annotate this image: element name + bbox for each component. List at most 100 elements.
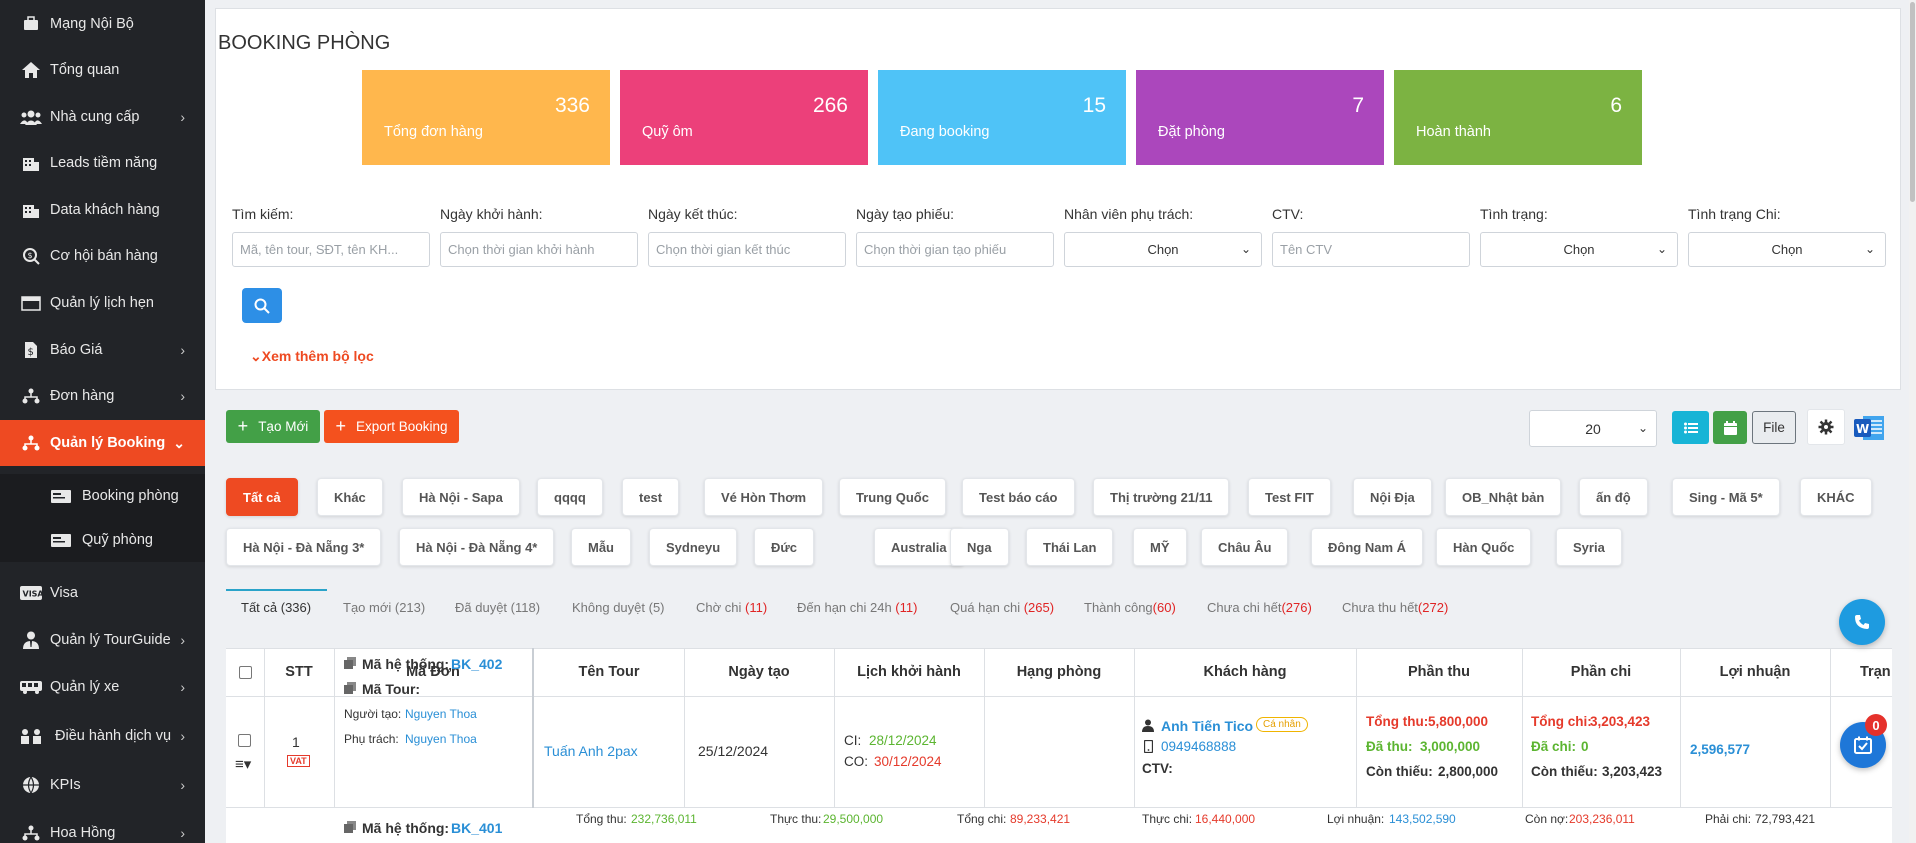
sys-code-link[interactable]: BK_401 [451, 820, 503, 836]
call-button[interactable] [1839, 599, 1885, 645]
category-chip[interactable]: KHÁC [1800, 478, 1872, 516]
status-tab[interactable]: Chờ chi (11) [696, 600, 767, 615]
category-chip[interactable]: Sing - Mã 5* [1672, 478, 1780, 516]
sidebar-item-quan-ly-booking[interactable]: Quản lý Booking ⌄ [0, 420, 205, 466]
sidebar-item-kpis[interactable]: KPIs › [0, 762, 205, 808]
category-chip[interactable]: Sydneyu [649, 528, 738, 566]
more-filters-link[interactable]: ⌄Xem thêm bộ lọc [250, 348, 374, 365]
sidebar-item-quan-ly-xe[interactable]: Quản lý xe › [0, 664, 205, 710]
sidebar-subitem-booking-phong[interactable]: Booking phòng [0, 474, 205, 518]
per-page-select[interactable]: 20 ⌄ [1529, 410, 1657, 447]
category-chip[interactable]: Khác [317, 478, 383, 516]
created-date-input[interactable]: Chọn thời gian tạo phiếu [856, 232, 1054, 267]
category-chip[interactable]: Vé Hòn Thơm [704, 478, 824, 516]
ctv-input[interactable]: Tên CTV [1272, 232, 1470, 267]
category-chip[interactable]: Thị trường 21/11 [1093, 478, 1230, 516]
sidebar-item-quan-ly-tourguide[interactable]: Quản lý TourGuide › [0, 617, 205, 663]
scrollbar-thumb[interactable] [1910, 2, 1915, 202]
row-checkbox[interactable] [238, 734, 251, 747]
create-button[interactable]: + Tạo Mới [226, 410, 320, 443]
category-chip[interactable]: Châu Âu [1201, 528, 1289, 566]
status-select[interactable]: Chọn ⌄ [1480, 232, 1678, 267]
copy-icon[interactable] [344, 657, 356, 672]
sidebar-item-mang-noi-bo[interactable]: Mạng Nội Bộ [0, 1, 205, 47]
status-tab[interactable]: Đến hạn chi 24h (11) [797, 600, 917, 615]
category-chip[interactable]: Test FIT [1248, 478, 1331, 516]
stat-card-dat-phong[interactable]: 7 Đặt phòng [1136, 70, 1384, 165]
header-hang-phong[interactable]: Hạng phòng [1016, 664, 1102, 680]
copy-icon[interactable] [344, 682, 356, 697]
header-trang-thai[interactable]: Trạn [1860, 664, 1891, 680]
row-menu-icon[interactable]: ≡▾ [235, 756, 252, 773]
status-tab[interactable]: Quá hạn chi (265) [950, 600, 1054, 615]
category-chip[interactable]: Nội Địa [1353, 478, 1432, 516]
status-tab[interactable]: Thành công(60) [1084, 600, 1176, 615]
customer-phone[interactable]: 0949468888 [1161, 739, 1237, 754]
header-lich-khoi-hanh[interactable]: Lịch khởi hành [857, 664, 961, 680]
header-loi-nhuan[interactable]: Lợi nhuận [1719, 664, 1791, 680]
creator-link[interactable]: Nguyen Thoa [405, 707, 477, 721]
category-chip[interactable]: Hà Nội - Sapa [402, 478, 520, 516]
payment-status-select[interactable]: Chọn ⌄ [1688, 232, 1886, 267]
header-khach-hang[interactable]: Khách hàng [1203, 664, 1287, 680]
category-chip[interactable]: qqqq [537, 478, 603, 516]
category-chip[interactable]: Test báo cáo [962, 478, 1075, 516]
header-ma-don[interactable]: Mã Đơn [406, 664, 460, 680]
category-chip[interactable]: Đức [754, 528, 815, 566]
tour-name-link[interactable]: Tuấn Anh 2pax [544, 743, 638, 759]
owner-link[interactable]: Nguyen Thoa [405, 732, 477, 746]
sidebar-item-hoa-hong[interactable]: Hoa Hồng › [0, 810, 205, 843]
sidebar-item-visa[interactable]: VISA Visa [0, 570, 205, 616]
select-all-checkbox[interactable] [238, 665, 252, 679]
stat-card-quy-om[interactable]: 266 Quỹ ôm [620, 70, 868, 165]
sidebar-item-dieu-hanh-dich-vu[interactable]: Điều hành dịch vụ › [0, 713, 205, 759]
sidebar-item-nha-cung-cap[interactable]: Nhà cung cấp › [0, 94, 205, 140]
sidebar-subitem-quy-phong[interactable]: Quỹ phòng [0, 518, 205, 562]
file-button[interactable]: File [1752, 411, 1796, 444]
header-phan-chi[interactable]: Phần chi [1570, 664, 1632, 680]
status-tab[interactable]: Đã duyệt (118) [455, 600, 540, 615]
header-ten-tour[interactable]: Tên Tour [578, 664, 640, 680]
settings-button[interactable] [1807, 409, 1845, 445]
status-tab[interactable]: Tạo mới (213) [343, 600, 425, 615]
category-chip[interactable]: Trung Quốc [839, 478, 946, 516]
status-tab[interactable]: Không duyệt (5) [572, 600, 665, 615]
sidebar-item-bao-gia[interactable]: $ Báo Giá › [0, 327, 205, 373]
stat-card-total-orders[interactable]: 336 Tổng đơn hàng [362, 70, 610, 165]
category-chip[interactable]: test [622, 478, 680, 516]
category-chip[interactable]: MỸ [1133, 528, 1187, 566]
category-chip[interactable]: Hà Nội - Đà Nẵng 3* [226, 528, 382, 566]
category-chip[interactable]: OB_Nhật bản [1445, 478, 1562, 516]
stat-card-dang-booking[interactable]: 15 Đang booking [878, 70, 1126, 165]
end-date-input[interactable]: Chọn thời gian kết thúc [648, 232, 846, 267]
export-button[interactable]: + Export Booking [324, 410, 459, 443]
word-export-button[interactable]: W [1852, 411, 1886, 444]
copy-icon[interactable] [344, 821, 356, 836]
calendar-view-button[interactable] [1713, 411, 1747, 444]
sidebar-item-quan-ly-lich-hen[interactable]: Quản lý lịch hẹn [0, 280, 205, 326]
category-chip[interactable]: ấn độ [1579, 478, 1648, 516]
sidebar-item-co-hoi-ban-hang[interactable]: $ Cơ hội bán hàng [0, 233, 205, 279]
list-view-button[interactable] [1672, 411, 1709, 444]
sidebar-item-don-hang[interactable]: Đơn hàng › [0, 373, 205, 419]
category-chip[interactable]: Australia [874, 528, 964, 566]
category-chip[interactable]: Đông Nam Á [1311, 528, 1423, 566]
header-ngay-tao[interactable]: Ngày tạo [728, 664, 790, 680]
sys-code-link[interactable]: BK_402 [451, 656, 503, 672]
category-chip[interactable]: Hàn Quốc [1436, 528, 1532, 566]
search-button[interactable] [242, 288, 282, 323]
category-chip[interactable]: Syria [1556, 528, 1622, 566]
start-date-input[interactable]: Chọn thời gian khởi hành [440, 232, 638, 267]
status-tab[interactable]: Chưa chi hết(276) [1207, 600, 1312, 615]
category-chip[interactable]: Hà Nội - Đà Nẵng 4* [399, 528, 555, 566]
sidebar-item-leads[interactable]: Leads tiềm năng [0, 140, 205, 186]
category-chip[interactable]: Tất cả [226, 478, 298, 516]
category-chip[interactable]: Mẫu [571, 528, 631, 566]
sidebar-item-tong-quan[interactable]: Tổng quan [0, 47, 205, 93]
category-chip[interactable]: Nga [950, 528, 1009, 566]
search-input[interactable]: Mã, tên tour, SĐT, tên KH... [232, 232, 430, 267]
status-tab[interactable]: Tất cả (336) [241, 600, 311, 615]
sidebar-item-data-khach-hang[interactable]: Data khách hàng [0, 187, 205, 233]
scrollbar-track[interactable] [1909, 0, 1916, 843]
stat-card-hoan-thanh[interactable]: 6 Hoàn thành [1394, 70, 1642, 165]
